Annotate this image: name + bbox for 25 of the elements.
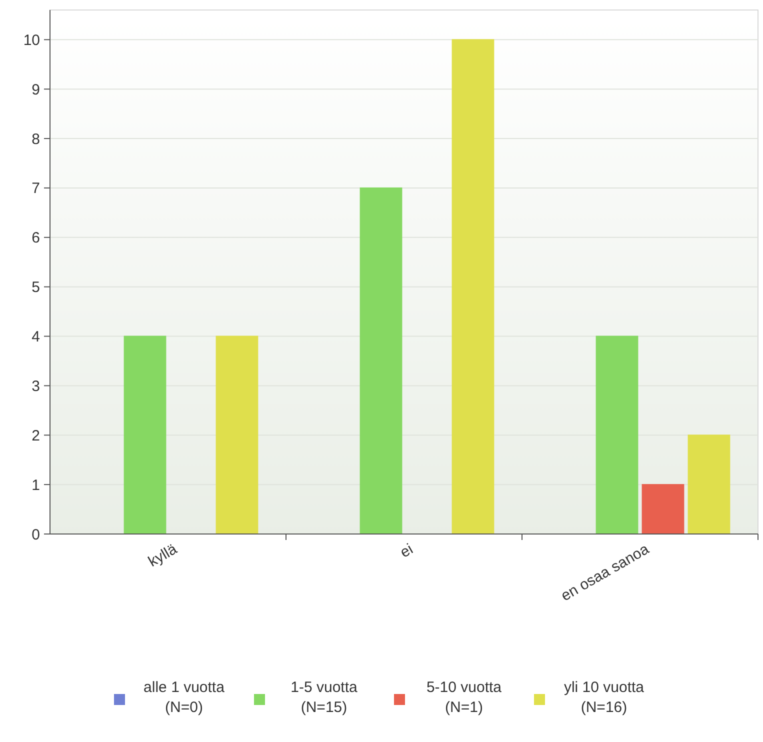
legend-label: yli 10 vuotta (N=16)	[564, 679, 645, 716]
y-tick-label: 4	[32, 328, 40, 346]
y-tick-label: 8	[32, 130, 40, 148]
bar	[452, 39, 494, 534]
y-tick-label: 5	[32, 279, 40, 296]
bar	[360, 187, 402, 534]
y-tick-label: 3	[32, 378, 40, 395]
y-tick-label: 1	[32, 476, 40, 494]
bar	[216, 336, 258, 534]
bar	[596, 336, 638, 534]
bar	[642, 484, 684, 534]
x-tick-label: kyllä	[146, 540, 181, 570]
x-tick-label: ei	[397, 540, 416, 562]
legend-label: alle 1 vuotta (N=0)	[144, 679, 226, 716]
y-tick-label: 10	[23, 32, 40, 49]
y-tick-label: 7	[32, 180, 40, 198]
y-tick-label: 6	[32, 230, 40, 247]
x-tick-label: en osaa sanoa	[558, 540, 653, 605]
y-tick-label: 2	[32, 427, 40, 444]
legend-label: 5-10 vuotta (N=1)	[426, 679, 502, 716]
y-tick-label: 0	[32, 526, 40, 544]
legend-label: 1-5 vuotta (N=15)	[290, 679, 358, 716]
bar	[688, 434, 730, 534]
bar	[124, 336, 166, 534]
y-tick-label: 9	[32, 81, 40, 98]
